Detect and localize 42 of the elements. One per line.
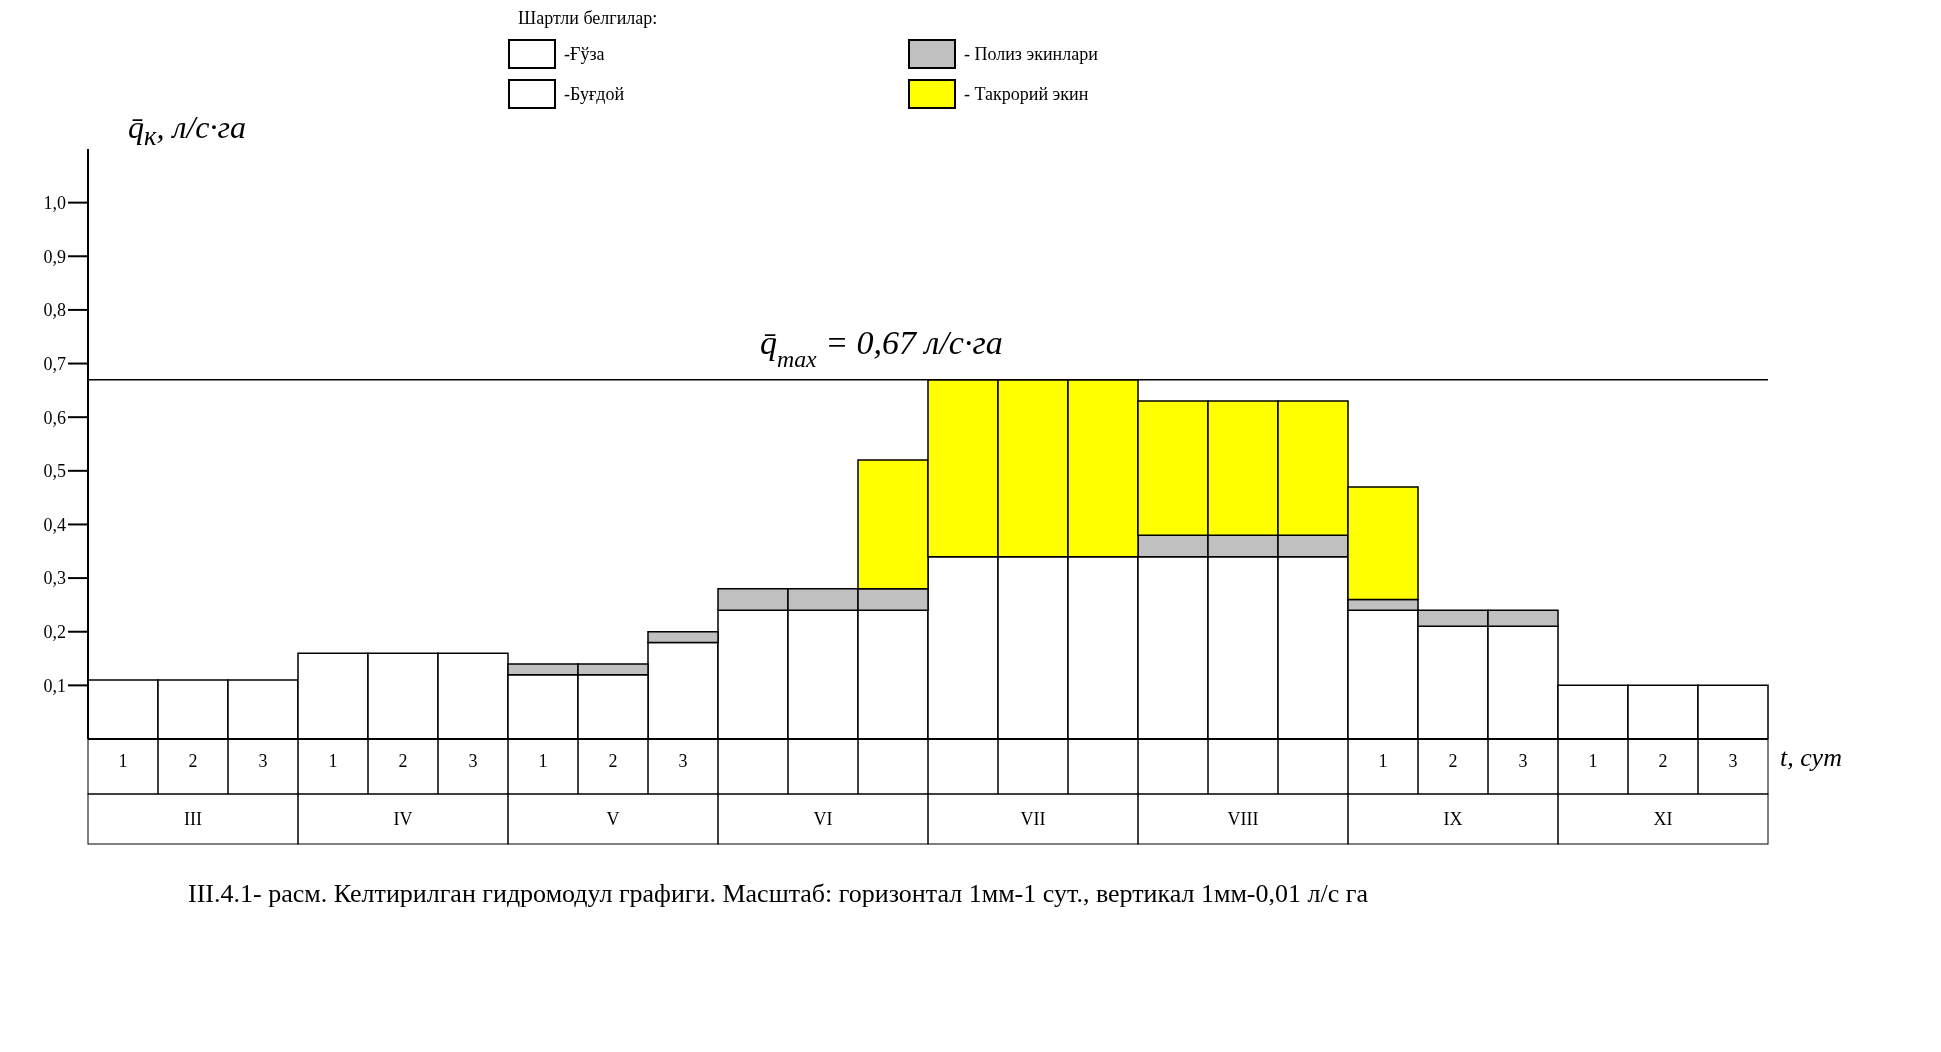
y-tick-label: 0,3 [43, 568, 66, 589]
y-tick-label: 0,7 [43, 353, 66, 374]
x-axis-title: t, сут [1780, 743, 1842, 773]
x-tick-label: 2 [188, 751, 198, 771]
text: III [184, 809, 202, 829]
legend-label: - Полиз экинлари [964, 43, 1098, 65]
y-tick-label: 0,2 [43, 622, 66, 643]
legend-label: -Буғдой [564, 83, 625, 105]
y-tick-label: 0,6 [43, 407, 66, 428]
x-tick-label: 1 [1378, 751, 1388, 771]
legend-label: - Такрорий экин [964, 83, 1089, 105]
x-tick-label: 3 [1728, 751, 1738, 771]
x-tick-label: 3 [678, 751, 688, 771]
ref-line-label: q̄$_{max}$ = 0,67 л/с·га [760, 323, 1003, 372]
x-tick-label: 3 [1518, 751, 1528, 771]
y-tick-label: 0,5 [43, 461, 66, 482]
x-tick-label: 1 [328, 751, 338, 771]
y-axis-title: q̄$_{к}$, л/с·га [128, 109, 247, 153]
text: III.4.1- расм. Келтирилган гидромодул графиги. Масштаб: горизонтал 1мм-1 сут., вертикал 1мм-0,01 л/с га [188, 879, 1369, 909]
legend-label: -Ғўза [564, 43, 605, 65]
text: VI [813, 809, 833, 829]
x-tick-label: 1 [538, 751, 548, 771]
y-tick-label: 0,1 [43, 675, 66, 696]
x-tick-label: 2 [1658, 751, 1668, 771]
text: XI [1653, 809, 1673, 829]
text: IV [393, 809, 413, 829]
x-tick-label: 2 [608, 751, 618, 771]
y-tick-label: 0,9 [43, 246, 66, 267]
text: IX [1443, 809, 1463, 829]
x-tick-label: 1 [1588, 751, 1598, 771]
x-tick-label: 1 [118, 751, 128, 771]
x-tick-label: 3 [468, 751, 478, 771]
y-tick-label: 0,8 [43, 300, 66, 321]
legend-title: Шартли белгилар: [518, 8, 659, 29]
text: VIII [1227, 809, 1259, 829]
x-tick-label: 3 [258, 751, 268, 771]
y-tick-label: 0,4 [43, 514, 66, 535]
x-tick-label: 2 [398, 751, 408, 771]
y-tick-label: 1,0 [43, 193, 66, 214]
x-tick-label: 2 [1448, 751, 1458, 771]
text: VII [1020, 809, 1046, 829]
text: V [606, 809, 620, 829]
